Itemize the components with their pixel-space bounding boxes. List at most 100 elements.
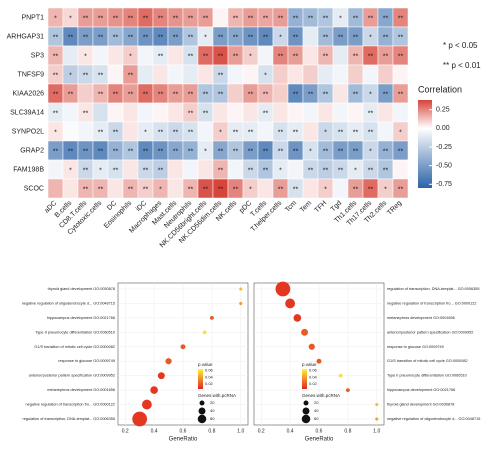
significance-star: ** [233, 34, 239, 41]
heatmap-cell [227, 64, 244, 85]
significance-star: ** [98, 186, 104, 193]
heatmap-cell [332, 83, 349, 104]
significance-star: ** [278, 148, 284, 155]
significance-star: ** [248, 129, 254, 136]
heatmap-cell [137, 102, 154, 123]
y-tick-label: anterior/posterior pattern specification… [29, 374, 115, 378]
significance-star: ** [98, 91, 104, 98]
dot [345, 388, 350, 393]
dot [141, 399, 152, 410]
heatmap-cell [362, 64, 379, 85]
significance-star: ** [53, 34, 59, 41]
row-label: SYNPO2L [12, 128, 44, 135]
significance-star: ** [218, 186, 224, 193]
heatmap-cell [377, 121, 394, 142]
significance-star: ** [323, 15, 329, 22]
heatmap-cell [167, 178, 184, 199]
significance-star: ** [308, 167, 314, 174]
color-legend-label: 0.02 [309, 381, 318, 386]
significance-star: ** [293, 129, 299, 136]
significance-star: ** [158, 53, 164, 60]
heatmap-cell [197, 159, 214, 180]
dot [157, 372, 165, 380]
column-label: Eosinophils [103, 199, 134, 230]
significance-star: ** [353, 91, 359, 98]
significance-star: ** [188, 186, 194, 193]
significance-star: ** [98, 72, 104, 79]
heatmap-cell [107, 45, 124, 66]
significance-star: * [219, 129, 222, 136]
significance-star: ** [308, 15, 314, 22]
significance-star: ** [233, 186, 239, 193]
colorbar-tick-label: -0.25 [436, 144, 452, 151]
significance-star: ** [218, 148, 224, 155]
x-tick-label: 0.8 [208, 428, 215, 434]
significance-star: ** [233, 15, 239, 22]
significance-star: ** [98, 15, 104, 22]
x-axis-title: GeneRatio [305, 437, 334, 443]
heatmap-cell [347, 102, 364, 123]
y-tick-label: regulation of transcription, DNA-templat… [23, 417, 115, 421]
heatmap-cell [332, 45, 349, 66]
significance-star: ** [383, 167, 389, 174]
significance-star: ** [383, 15, 389, 22]
significance-star: ** [83, 34, 89, 41]
significance-star: ** [398, 53, 404, 60]
size-legend-dot [199, 400, 205, 406]
row-label: ARHGAP31 [7, 33, 44, 40]
significance-star: ** [398, 34, 404, 41]
significance-star: ** [218, 167, 224, 174]
significance-star: ** [83, 110, 89, 117]
significance-star: ** [383, 34, 389, 41]
heatmap-cell [302, 64, 319, 85]
significance-star: ** [293, 15, 299, 22]
significance-star: ** [368, 167, 374, 174]
size-legend-dot [302, 407, 310, 415]
heatmap-cell [392, 159, 409, 180]
row-label: SLC39A14 [10, 109, 44, 116]
significance-star: ** [278, 15, 284, 22]
significance-star: ** [338, 129, 344, 136]
heatmap-cell [77, 121, 94, 142]
significance-star: * [159, 186, 162, 193]
dot [239, 301, 243, 306]
significance-star: ** [128, 72, 134, 79]
dot [275, 281, 291, 297]
heatmap-cell [212, 7, 229, 28]
significance-star: * [144, 129, 147, 136]
significance-star: ** [128, 186, 134, 193]
significance-star: * [54, 15, 57, 22]
dot [239, 287, 243, 291]
significance-star: ** [83, 148, 89, 155]
significance-star: ** [173, 34, 179, 41]
significance-star: ** [368, 129, 374, 136]
significance-star: ** [233, 148, 239, 155]
heatmap-cell [167, 45, 184, 66]
size-legend-dot [301, 414, 311, 424]
significance-star: * [279, 167, 282, 174]
significance-star: * [54, 129, 57, 136]
significance-star: ** [248, 34, 254, 41]
significance-star: ** [398, 148, 404, 155]
significance-star: ** [398, 186, 404, 193]
column-label: Tcm [284, 200, 298, 214]
column-label: TFH [314, 200, 329, 215]
heatmap-cell [302, 102, 319, 123]
heatmap-cell [122, 121, 139, 142]
heatmap-cell [332, 102, 349, 123]
heatmap-cell [197, 64, 214, 85]
heatmap-cell [287, 159, 304, 180]
significance-star: ** [368, 186, 374, 193]
heatmap-cell [302, 121, 319, 142]
significance-star: ** [143, 34, 149, 41]
column-label: DC [106, 200, 118, 212]
dot [293, 314, 302, 322]
size-legend-label: 60 [314, 416, 319, 421]
y-tick-label: negative regulation of oligodendrocyte d… [387, 417, 480, 421]
significance-star: * [324, 129, 327, 136]
significance-star: ** [218, 34, 224, 41]
heatmap-cell [377, 64, 394, 85]
significance-star: * [99, 167, 102, 174]
significance-star: * [279, 34, 282, 41]
significance-star: ** [83, 186, 89, 193]
